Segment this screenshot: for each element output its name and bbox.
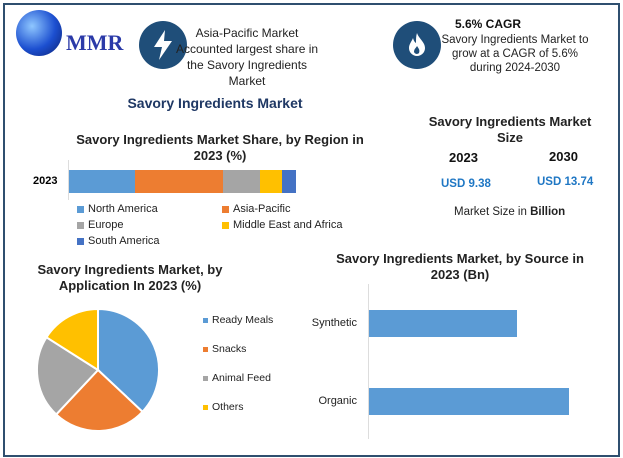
lightning-icon [139, 21, 187, 69]
region-category-label: 2023 [33, 175, 58, 187]
year-2030: 2030 [549, 149, 578, 164]
note-prefix: Market Size in [454, 206, 531, 218]
logo-text: MMR [66, 30, 124, 55]
legend-swatch [222, 205, 229, 213]
pie-slice-others [45, 307, 99, 372]
source-category-label: Organic [318, 395, 357, 407]
source-bar-organic [369, 388, 569, 415]
legend-swatch [203, 404, 208, 410]
legend-label: North America [88, 203, 158, 215]
year-2023: 2023 [449, 150, 478, 165]
region-legend-item: Middle East and Africa [222, 219, 342, 231]
legend-label: Europe [88, 219, 124, 231]
application-legend-item: Animal Feed [203, 372, 271, 384]
market-size-note: Market Size in Billion [454, 206, 565, 218]
region-segment-middle-east-and-africa [259, 170, 283, 193]
globe-icon [16, 10, 62, 56]
region-chart-title: Savory Ingredients Market Share, by Regi… [76, 132, 364, 163]
application-legend-item: Snacks [203, 343, 246, 355]
application-legend-item: Others [203, 401, 244, 413]
pie-slice-ready-meals [97, 307, 160, 414]
pie-slice-snacks [54, 368, 144, 432]
legend-swatch [203, 317, 208, 323]
region-segment-asia-pacific [134, 170, 224, 193]
value-2030: USD 13.74 [537, 176, 594, 188]
region-legend-item: Asia-Pacific [222, 203, 290, 215]
legend-swatch [77, 237, 84, 245]
application-chart-title: Savory Ingredients Market, by Applicatio… [37, 262, 223, 293]
market-size-title: Savory Ingredients Market Size [428, 114, 592, 145]
region-legend-item: Europe [77, 219, 123, 231]
source-bar-synthetic [369, 310, 518, 337]
legend-label: South America [88, 235, 160, 247]
application-pie [36, 307, 160, 432]
legend-label: Middle East and Africa [233, 219, 343, 231]
legend-swatch [203, 346, 208, 352]
mmr-logo: MMR [8, 8, 123, 58]
region-legend-item: South America [77, 235, 160, 247]
region-segment-north-america [69, 170, 135, 193]
legend-swatch [77, 221, 84, 229]
page-frame [3, 3, 620, 457]
flame-icon [393, 21, 441, 69]
region-legend-item: North America [77, 203, 158, 215]
legend-swatch [222, 221, 229, 229]
legend-swatch [77, 205, 84, 213]
cagr-title: 5.6% CAGR [455, 17, 522, 31]
source-category-label: Synthetic [311, 317, 357, 329]
highlight-asia-pacific: Asia-Pacific Market Accounted largest sh… [175, 26, 319, 88]
region-stacked-bar [69, 170, 296, 193]
region-axis [68, 160, 69, 200]
cagr-text: Savory Ingredients Market to grow at a C… [441, 34, 589, 74]
region-segment-south-america [282, 170, 296, 193]
legend-label: Asia-Pacific [233, 203, 291, 215]
legend-label: Snacks [212, 343, 247, 355]
legend-swatch [203, 375, 208, 381]
source-chart-title: Savory Ingredients Market, by Source in … [336, 251, 584, 282]
value-2023: USD 9.38 [441, 178, 491, 190]
region-segment-europe [223, 170, 260, 193]
main-title: Savory Ingredients Market [127, 95, 303, 111]
application-legend-item: Ready Meals [203, 314, 273, 326]
pie-slice-animal-feed [36, 335, 100, 416]
note-unit: Billion [530, 206, 566, 218]
source-axis [368, 284, 369, 439]
legend-label: Animal Feed [212, 372, 271, 384]
legend-label: Ready Meals [212, 314, 274, 326]
legend-label: Others [212, 401, 244, 413]
